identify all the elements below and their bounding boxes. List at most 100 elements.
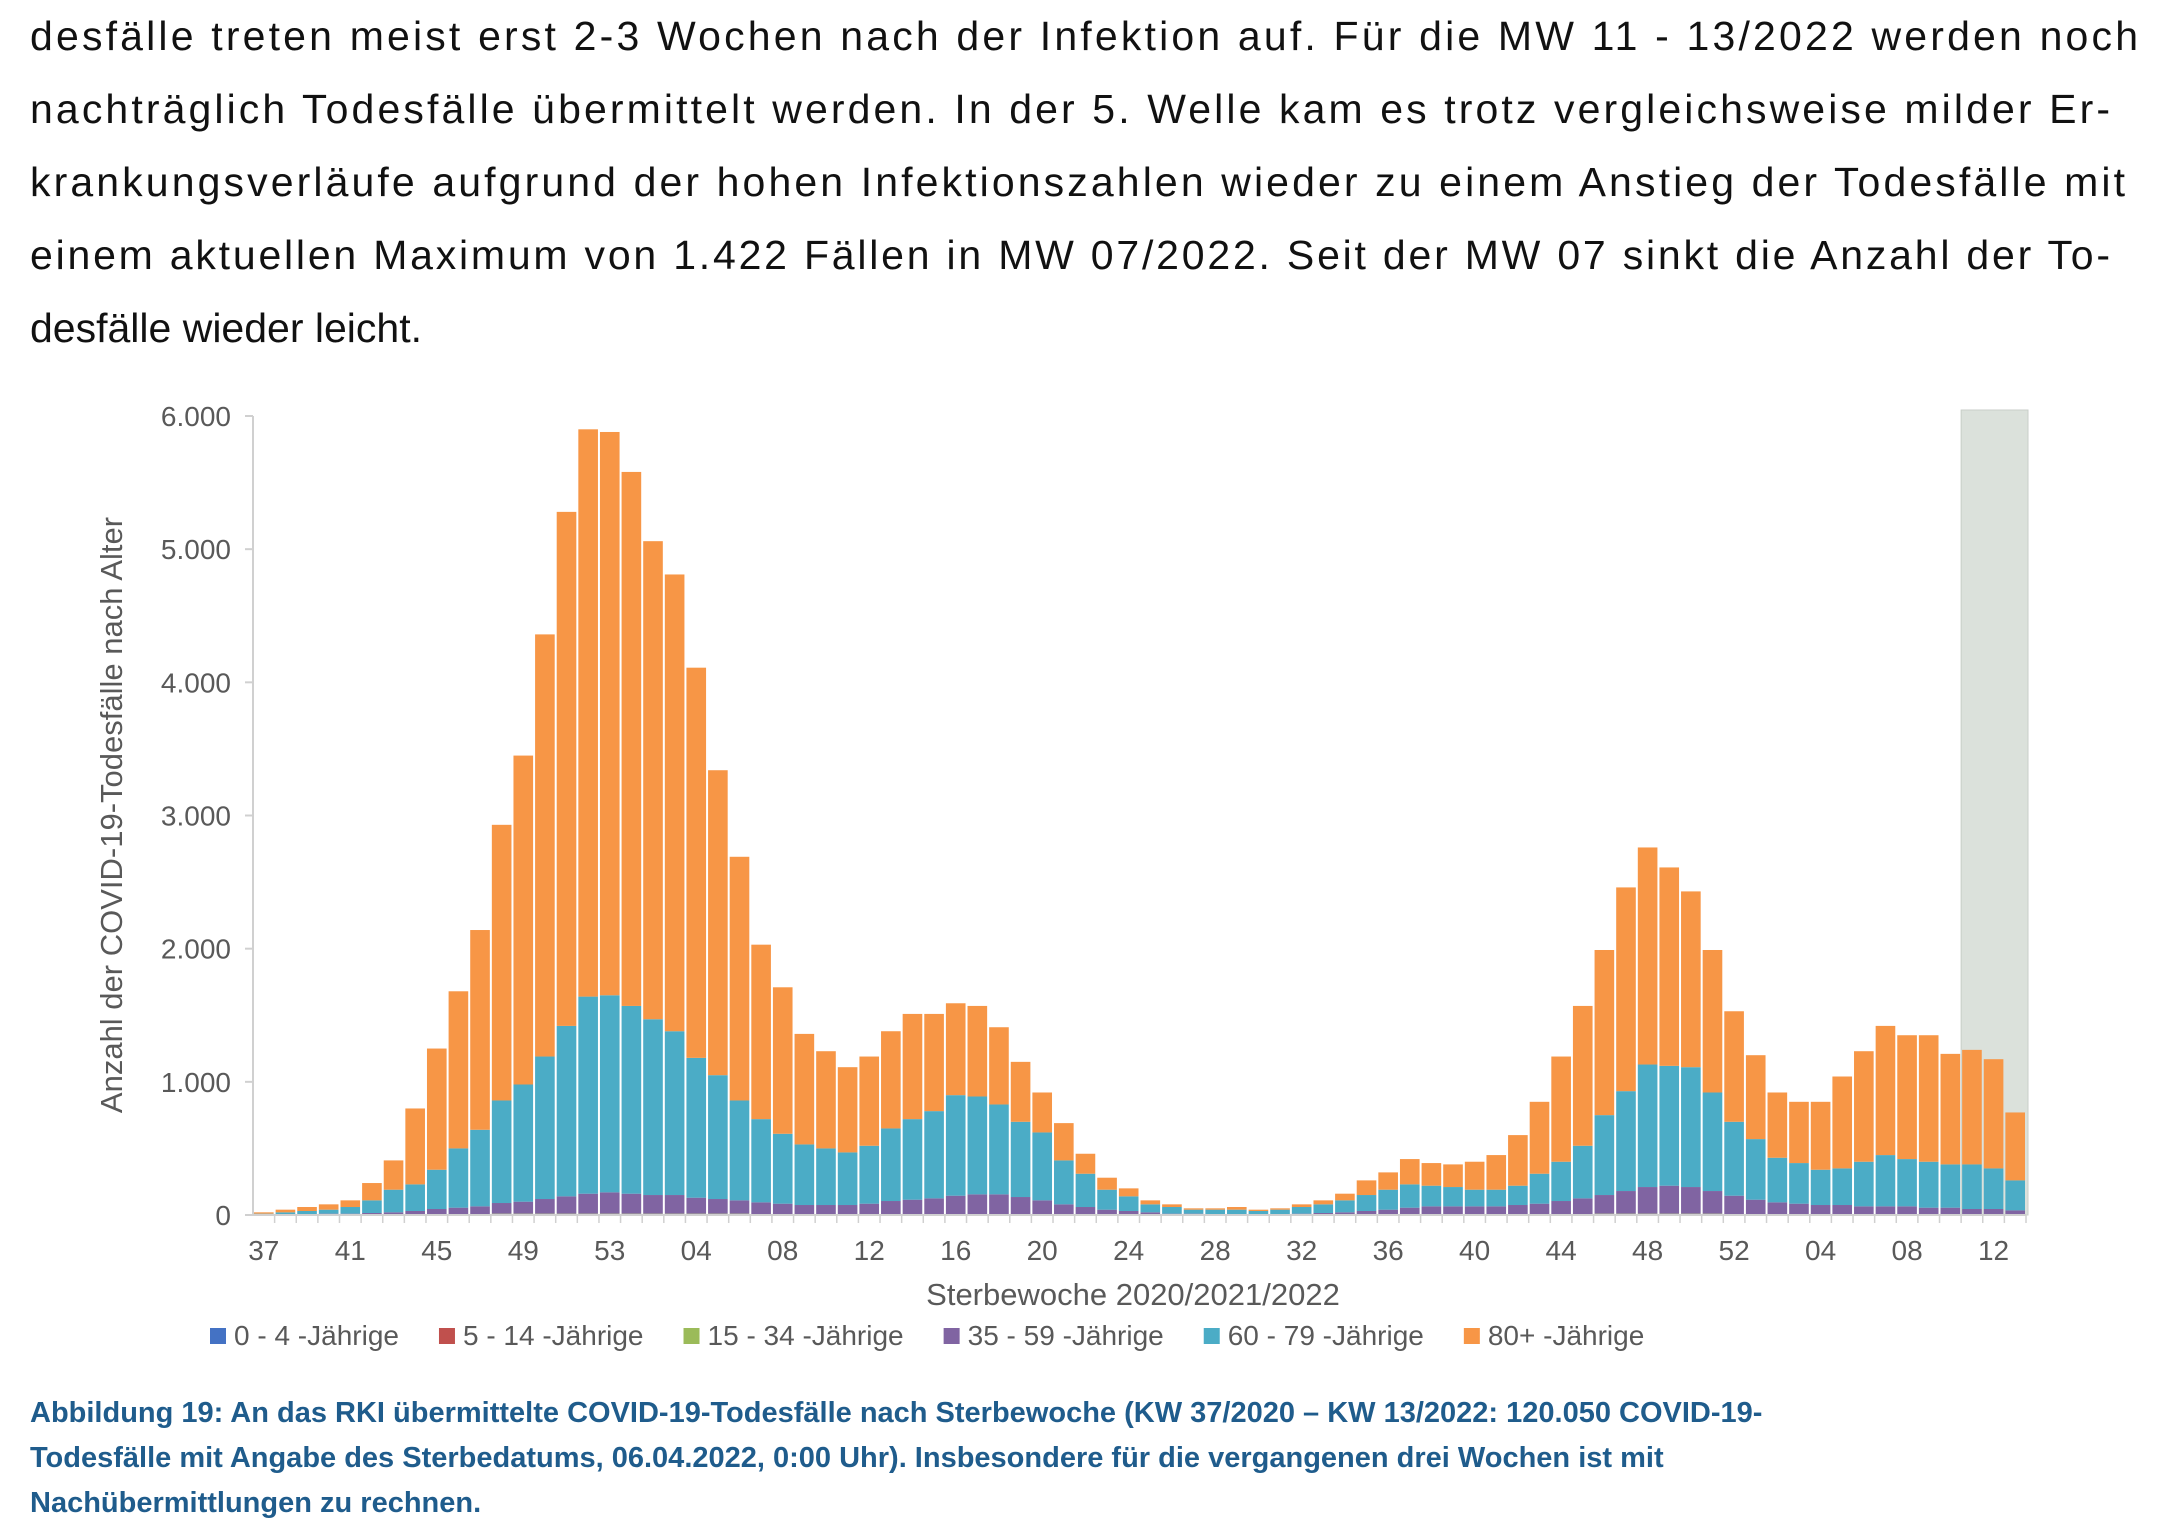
bar-segment <box>556 1025 577 1197</box>
x-tick-label: 12 <box>854 1235 885 1266</box>
bar-segment <box>924 1111 944 1199</box>
bar-segment <box>945 1003 966 1096</box>
bar-segment <box>1983 1059 2004 1169</box>
y-tick-label: 4.000 <box>161 667 231 698</box>
bar-segment <box>1313 1204 1334 1214</box>
x-tick-label: 37 <box>248 1235 279 1266</box>
bar-segment <box>1529 1203 1550 1215</box>
bar-segment <box>1681 891 1701 1068</box>
bar-segment <box>1767 1092 1788 1158</box>
bar-segment <box>1508 1135 1528 1186</box>
bar-segment <box>578 1193 598 1214</box>
bar-segment <box>297 1211 317 1215</box>
bar-segment <box>1356 1211 1377 1215</box>
bar-segment <box>1335 1212 1355 1215</box>
bar-segment <box>1940 1164 1961 1208</box>
bar-segment <box>859 1203 880 1215</box>
bar-segment <box>1399 1184 1420 1208</box>
bar-segment <box>1162 1204 1182 1208</box>
y-tick-label: 6.000 <box>161 401 231 432</box>
bar-segment <box>1464 1206 1485 1215</box>
bar-segment <box>1486 1155 1507 1190</box>
bar-segment <box>1572 1145 1593 1199</box>
bar-segment <box>1464 1161 1485 1190</box>
bar-segment <box>1378 1189 1398 1210</box>
bar-segment <box>383 1189 404 1213</box>
bar-segment <box>708 1199 728 1214</box>
bar-segment <box>318 1209 339 1214</box>
bar-segment <box>1356 1195 1377 1212</box>
bar-segment <box>1183 1208 1204 1210</box>
bar-segment <box>1551 1201 1571 1215</box>
bar-segment <box>556 1196 577 1214</box>
bar-segment <box>1702 1092 1723 1192</box>
bar-segment <box>1767 1202 1788 1215</box>
bar-segment <box>1832 1076 1853 1169</box>
legend-label: 5 - 14 -Jährige <box>463 1320 644 1351</box>
bar-segment <box>1421 1163 1442 1186</box>
bar-segment <box>837 1152 858 1206</box>
bar-segment <box>599 431 620 996</box>
bar-segment <box>1054 1123 1074 1161</box>
bar-segment <box>1832 1168 1853 1206</box>
legend-swatch <box>438 1328 455 1344</box>
bar-segment <box>513 1201 534 1214</box>
bar-segment <box>1508 1185 1528 1206</box>
x-tick-label: 20 <box>1027 1235 1058 1266</box>
bar-segment <box>1616 887 1636 1092</box>
bar-segment <box>448 991 469 1149</box>
bar-segment <box>1378 1209 1398 1215</box>
bar-segment <box>426 1169 447 1210</box>
bar-segment <box>881 1031 901 1129</box>
bar-segment <box>924 1013 944 1112</box>
bar-segment <box>1551 1161 1571 1202</box>
bar-segment <box>989 1027 1009 1105</box>
x-tick-label: 45 <box>421 1235 452 1266</box>
bar-segment <box>556 511 577 1026</box>
bar-segment <box>664 1195 685 1214</box>
x-axis-title: Sterbewoche 2020/2021/2022 <box>926 1277 1340 1312</box>
bar-segment <box>426 1048 447 1170</box>
caption-line: Nachübermittlungen zu rechnen. <box>30 1487 481 1519</box>
bar-segment <box>686 667 707 1058</box>
bar-segment <box>1616 1091 1636 1192</box>
bar-segment <box>621 1005 642 1194</box>
bar-segment <box>1529 1173 1550 1204</box>
bar-segment <box>1940 1053 1961 1165</box>
bar-segment <box>1789 1163 1809 1204</box>
bar-segment <box>2005 1112 2025 1181</box>
bar-segment <box>2005 1180 2025 1211</box>
paragraph-line: krankungsverläufe aufgrund der hohen Inf… <box>30 159 2126 205</box>
bar-segment <box>945 1195 966 1215</box>
bar-segment <box>967 1005 988 1097</box>
bar-segment <box>945 1095 966 1196</box>
bar-segment <box>1681 1187 1701 1214</box>
bar-segment <box>1594 1115 1615 1196</box>
bar-segment <box>1097 1209 1117 1215</box>
bar-segment <box>1789 1101 1809 1164</box>
y-tick-label: 0 <box>215 1200 231 1231</box>
x-tick-label: 48 <box>1632 1235 1663 1266</box>
bar-segment <box>1140 1204 1161 1213</box>
bar-segment <box>1659 867 1680 1066</box>
bar-segment <box>794 1144 815 1206</box>
legend-label: 80+ -Jährige <box>1488 1320 1644 1351</box>
bar-segment <box>1962 1164 1982 1210</box>
legend-label: 35 - 59 -Jährige <box>968 1320 1164 1351</box>
bar-segment <box>1010 1061 1031 1122</box>
bar-segment <box>1421 1185 1442 1207</box>
x-tick-label: 53 <box>594 1235 625 1266</box>
bar-segment <box>1032 1092 1053 1133</box>
paragraph-line: desfälle wieder leicht. <box>30 305 422 351</box>
chart: Anzahl der COVID-19-Todesfälle nach Alte… <box>94 401 2029 1351</box>
bar-segment <box>362 1200 382 1214</box>
bar-segment <box>297 1207 317 1212</box>
bar-segment <box>1054 1204 1074 1215</box>
bar-segment <box>1637 1064 1658 1188</box>
bar-segment <box>1724 1195 1744 1215</box>
bar-segment <box>535 634 555 1057</box>
bar-segment <box>1962 1049 1982 1165</box>
bar-segment <box>599 995 620 1193</box>
x-tick-label: 04 <box>681 1235 712 1266</box>
bar-segment <box>751 944 771 1120</box>
